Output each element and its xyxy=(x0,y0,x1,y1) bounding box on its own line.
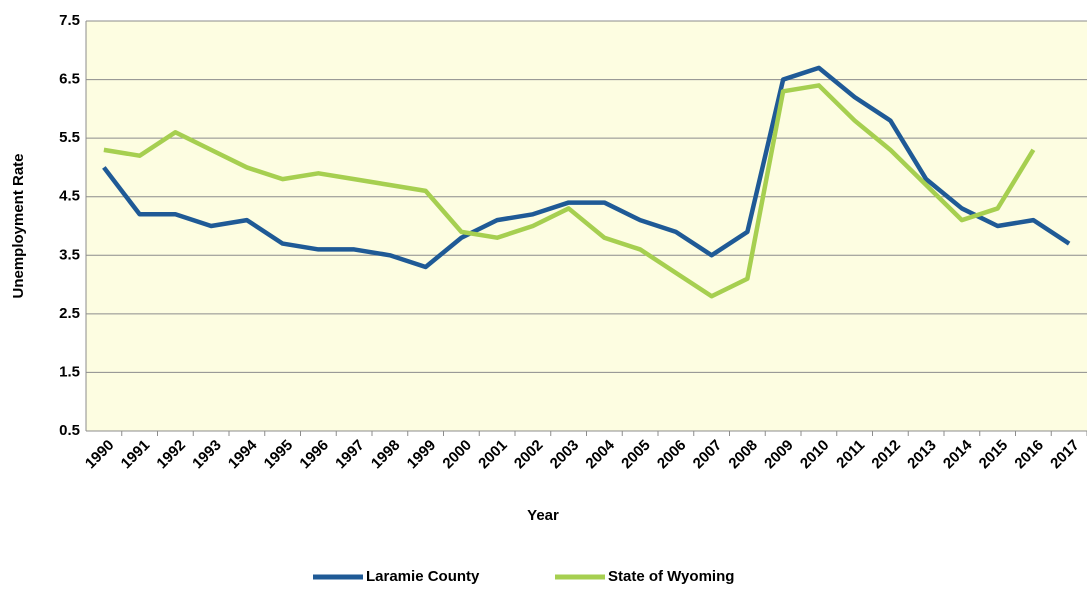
y-tick-label: 3.5 xyxy=(59,246,80,263)
x-tick-label: 2002 xyxy=(511,437,547,473)
x-axis-label: Year xyxy=(527,507,559,524)
x-tick-label: 1992 xyxy=(153,437,189,473)
x-tick-label: 2012 xyxy=(868,437,904,473)
y-tick-label: 5.5 xyxy=(59,129,80,146)
y-tick-label: 1.5 xyxy=(59,363,80,380)
x-tick-label: 2006 xyxy=(654,437,690,473)
plot-area xyxy=(86,21,1087,431)
x-tick-label: 2003 xyxy=(547,437,583,473)
y-tick-label: 2.5 xyxy=(59,305,80,322)
series-line xyxy=(102,65,1071,270)
x-tick-label: 1990 xyxy=(82,437,118,473)
x-tick-label: 1998 xyxy=(368,437,404,473)
x-tick-label: 2007 xyxy=(690,437,726,473)
y-tick-label: 7.5 xyxy=(59,12,80,29)
x-tick-label: 1993 xyxy=(189,437,225,473)
x-tick-label: 2014 xyxy=(940,436,976,472)
x-tick-label: 1995 xyxy=(261,437,297,473)
x-tick-label: 2016 xyxy=(1011,437,1047,473)
x-tick-label: 2013 xyxy=(904,437,940,473)
x-tick-label: 1999 xyxy=(404,437,440,473)
legend-label: Laramie County xyxy=(366,568,480,585)
y-tick-label: 6.5 xyxy=(59,71,80,88)
x-tick-label: 1997 xyxy=(332,437,368,473)
series-line xyxy=(103,83,1036,299)
y-tick-label: 0.5 xyxy=(59,422,80,439)
x-tick-label: 2004 xyxy=(582,436,618,472)
x-tick-label: 2001 xyxy=(475,437,511,473)
y-axis-label: Unemployment Rate xyxy=(10,153,27,298)
x-tick-label: 2009 xyxy=(761,437,797,473)
x-tick-label: 2008 xyxy=(725,437,761,473)
x-tick-label: 1994 xyxy=(225,436,261,472)
x-tick-label: 2017 xyxy=(1047,437,1083,473)
x-tick-label: 2000 xyxy=(439,437,475,473)
x-tick-label: 1996 xyxy=(296,437,332,473)
y-tick-label: 4.5 xyxy=(59,188,80,205)
x-tick-label: 1991 xyxy=(118,437,154,473)
legend-label: State of Wyoming xyxy=(608,568,734,585)
x-tick-label: 2011 xyxy=(833,437,868,472)
x-tick-label: 2005 xyxy=(618,437,654,473)
x-tick-label: 2010 xyxy=(797,437,833,473)
x-tick-label: 2015 xyxy=(976,437,1012,473)
